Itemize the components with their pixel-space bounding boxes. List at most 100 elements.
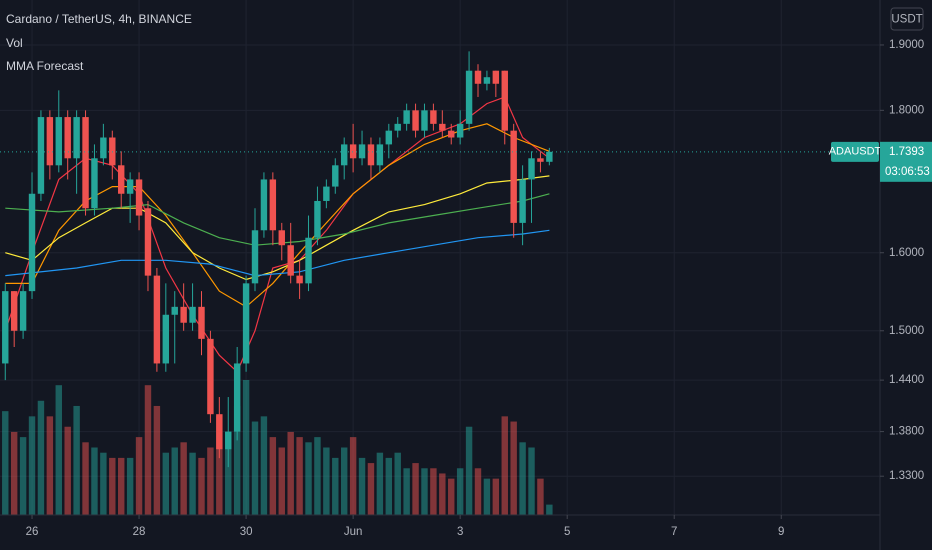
volume-bar [135,437,143,515]
candle-body [162,314,170,364]
volume-bar [91,447,98,515]
candle-body [430,110,437,124]
volume-bar [430,468,437,515]
volume-bar [73,405,80,515]
volume-bar [537,478,544,515]
volume-bar [126,457,134,515]
indicator-label[interactable]: MMA Forecast [6,59,84,73]
volume-bar [216,416,223,515]
volume-bar [225,431,232,515]
volume-bar [55,385,62,515]
candle-body [367,144,375,166]
volume-bar [242,380,250,515]
candle-body [198,306,205,339]
volume-bar [492,478,500,515]
volume-bar [287,431,294,515]
chart-title: Cardano / TetherUS, 4h, BINANCE [6,12,192,26]
indicator-label[interactable]: Vol [6,36,23,50]
y-tick-label: 1.5000 [889,325,924,337]
candle-body [340,144,348,166]
candle-body [376,144,384,166]
volume-bar [162,452,170,515]
moving-average [5,193,550,246]
countdown: 03:06:53 [885,166,930,178]
volume-bar [323,447,330,515]
candle-body [64,117,71,159]
candle-body [135,179,143,216]
volume-bar [180,442,187,515]
candle-body [528,158,535,180]
y-tick-label: 1.4400 [889,374,924,386]
candle-body [519,179,526,223]
volume-bar [28,416,36,515]
candle-body [358,144,366,159]
candle-body [171,306,178,315]
volume-bar [251,421,259,515]
candle-body [55,117,62,166]
volume-bar [144,385,152,515]
candle-body [385,130,393,145]
candle-body [207,338,214,415]
volume-bar [233,405,241,515]
x-tick-label: 9 [778,526,784,538]
candle-body [537,158,544,162]
volume-bar [109,457,116,515]
candle-body [73,117,80,159]
candle-body [403,110,410,124]
volume-bar [269,437,277,515]
candle-body [510,130,517,223]
volume-bar [305,442,312,515]
volume-bar [2,411,9,515]
volume-bar [82,442,89,515]
moving-average [4,96,550,373]
candle-body [412,110,419,131]
x-tick-label: 28 [133,526,146,538]
volume-bar [358,457,366,515]
candle-body [296,275,303,284]
volume-bar [465,426,473,515]
candle-body [91,158,98,209]
candle-body [501,70,508,131]
candle-body [100,137,107,159]
candle-body [439,123,446,131]
candle-body [323,186,330,201]
candle-body [118,165,125,194]
candle-body [144,208,152,276]
volume-bar [278,447,285,515]
volume-bar [403,468,410,515]
currency-box[interactable] [890,7,924,31]
volume-bar [171,447,178,515]
volume-bar [64,426,71,515]
volume-bar [394,452,401,515]
candle-body [28,193,36,292]
candle-body [82,117,89,209]
volume-bar [501,416,508,515]
volume-bar [456,468,464,515]
x-tick-label: 7 [671,526,677,538]
candle-body [483,77,491,84]
volume-bar [260,416,268,515]
volume-bar [37,400,45,515]
candle-body [189,306,196,323]
y-tick-label: 1.3300 [889,470,924,482]
volume-bar [528,447,535,515]
candle-body [260,179,268,231]
volume-bar [118,457,125,515]
volume-bar [296,437,303,515]
candle-body [19,291,27,331]
volume-bar [546,504,553,515]
candle-body [251,230,259,284]
volume-bar [198,457,205,515]
volume-bar [314,437,321,515]
candle-body [37,117,45,194]
candle-body [10,291,18,331]
symbol-tag [831,141,879,162]
volume-bar [421,468,428,515]
candle-body [314,200,321,238]
candle-body [287,245,294,276]
price-tag [880,141,932,182]
last-price-label: 1.7393 [889,146,924,158]
currency[interactable]: USDT [891,14,922,26]
candles-layer [2,51,553,468]
